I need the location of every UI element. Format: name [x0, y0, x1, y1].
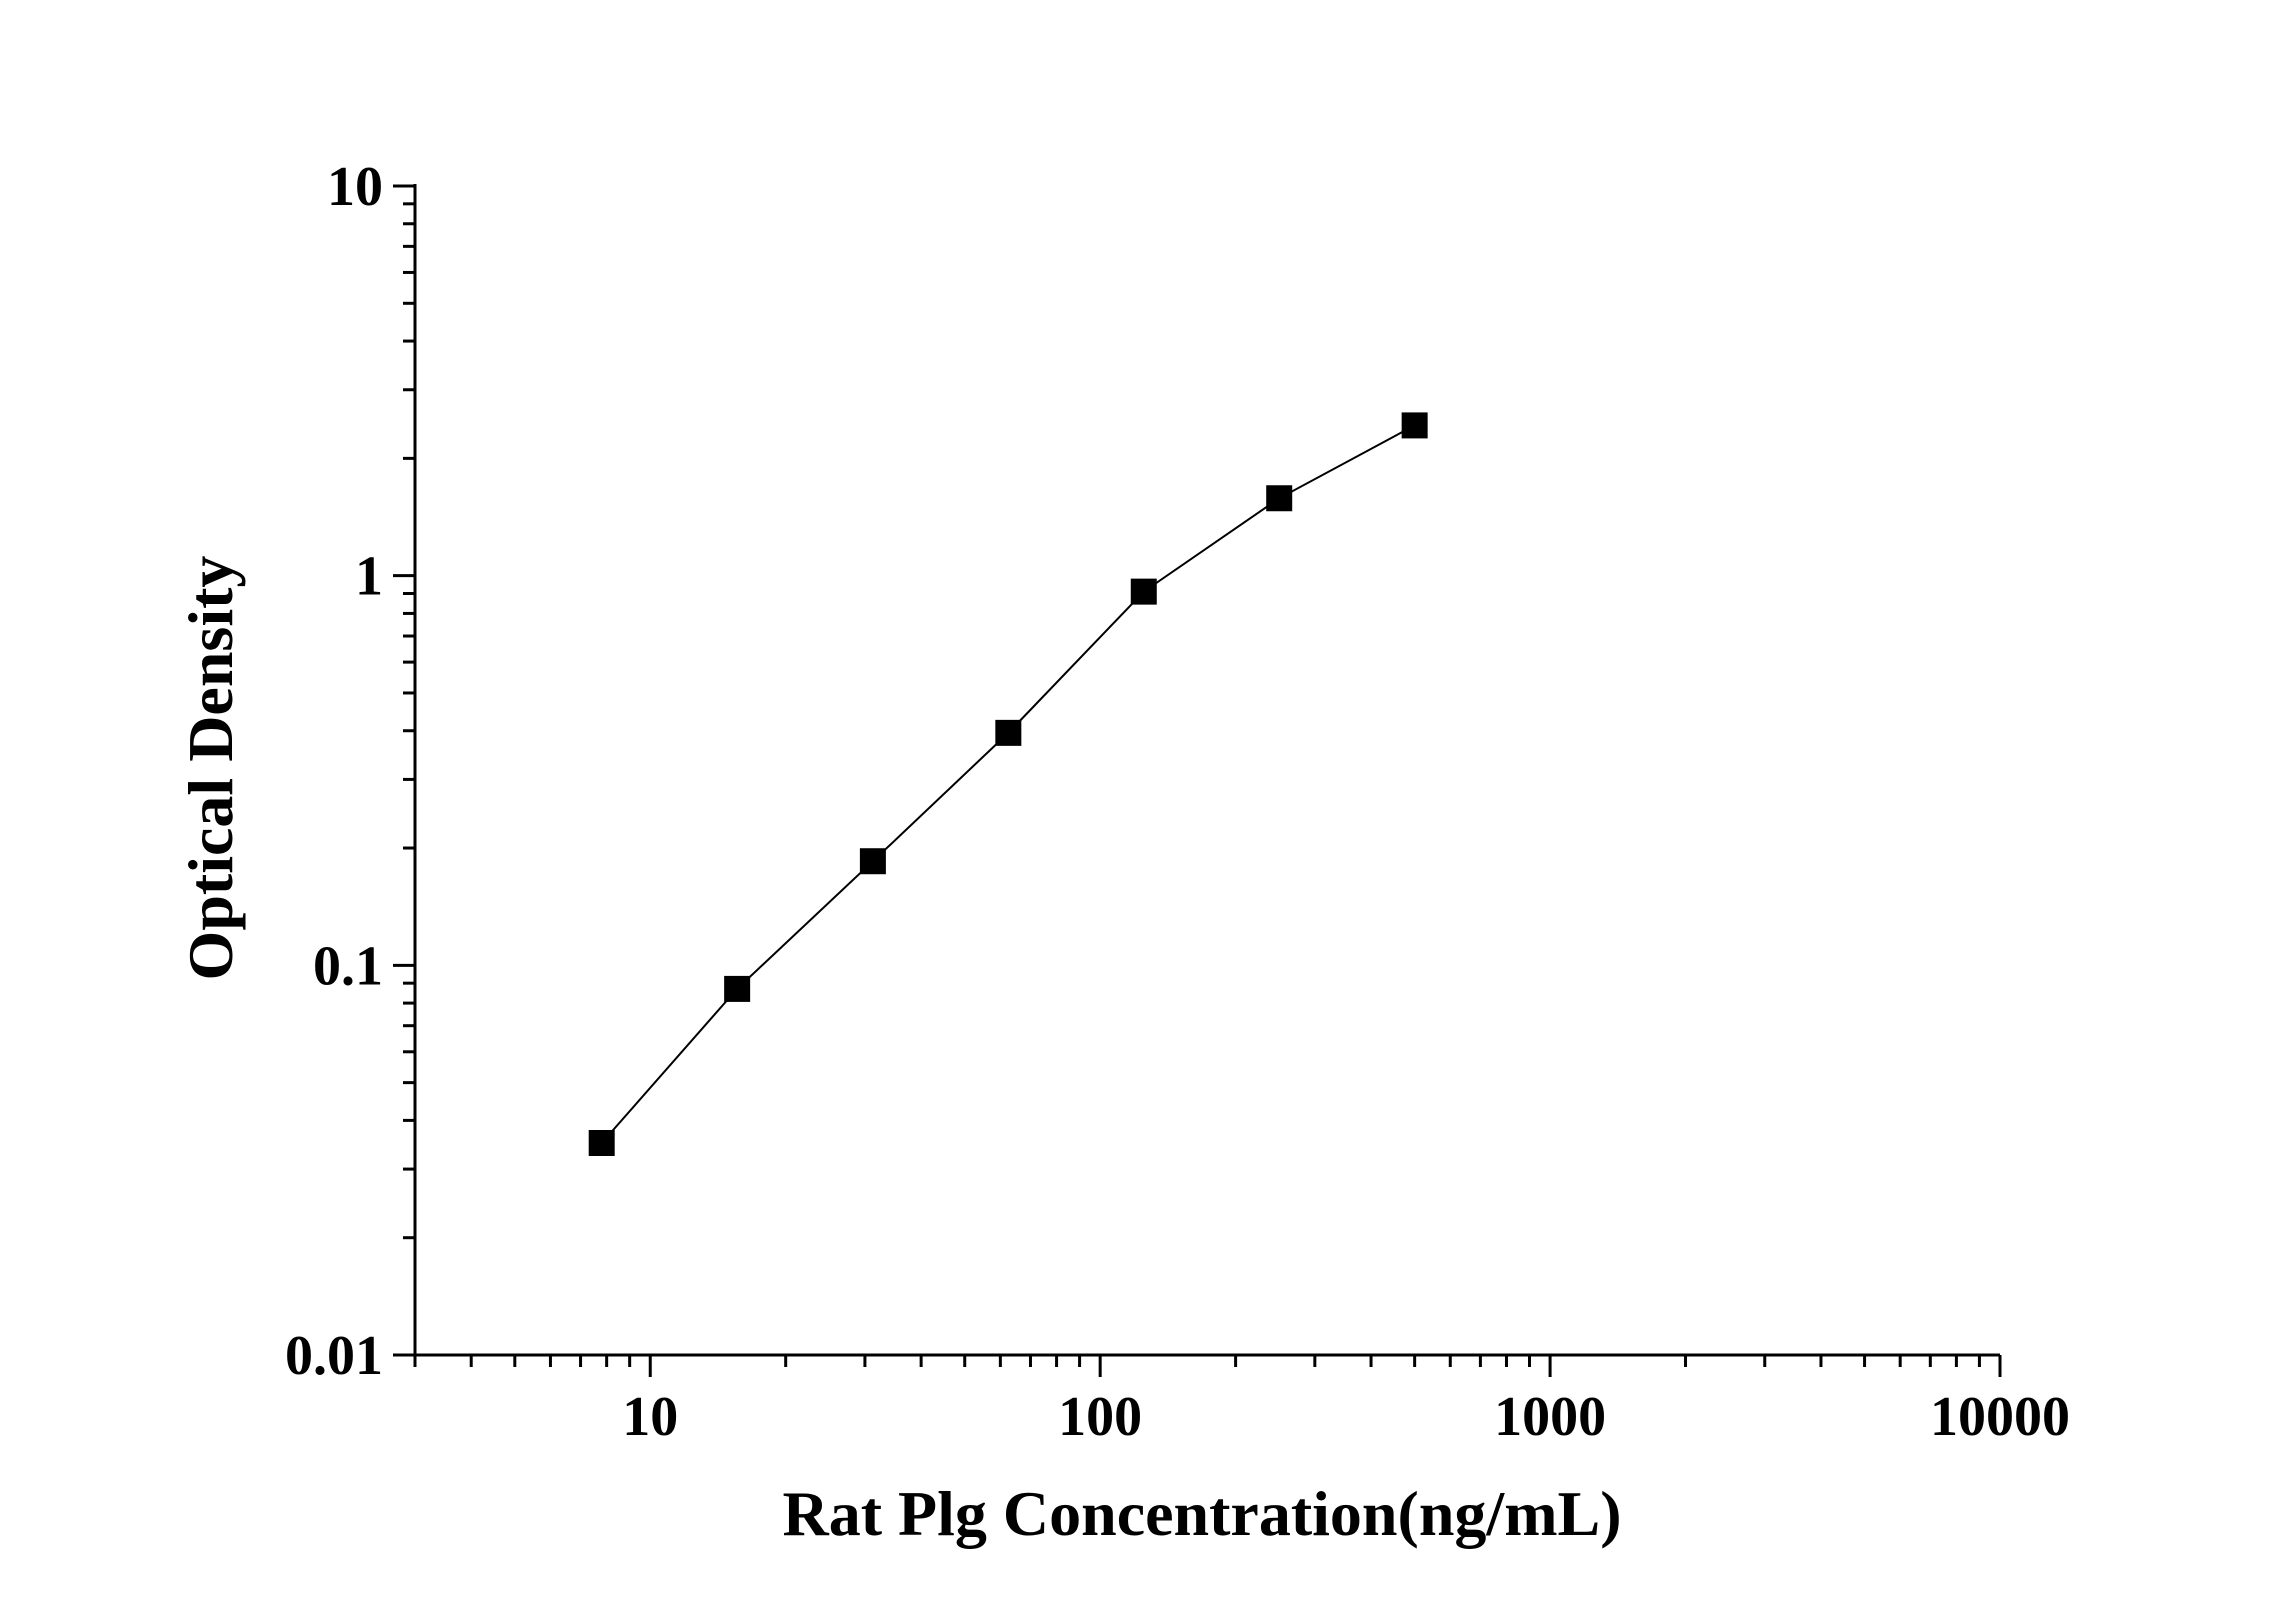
data-point: [588, 1129, 615, 1156]
y-tick-label: 0.1: [313, 935, 383, 997]
y-tick-label: 10: [327, 156, 383, 218]
y-tick-label: 1: [355, 546, 383, 608]
x-tick-label: 100: [1058, 1386, 1142, 1448]
series-line: [600, 424, 1416, 1144]
y-tick-label: 0.01: [285, 1325, 383, 1387]
x-axis-tick-labels: 10 100 1000 10000: [622, 1386, 2070, 1448]
series-layer: [588, 412, 1428, 1156]
x-axis-title: Rat Plg Concentration(ng/mL): [782, 1478, 1621, 1549]
data-point: [859, 848, 886, 875]
y-axis-ticks: [393, 184, 415, 1357]
data-point: [1266, 485, 1293, 512]
y-axis-tick-labels: 0.01 0.1 1 10: [285, 156, 383, 1387]
x-tick-label: 10000: [1930, 1386, 2070, 1448]
x-tick-label: 1000: [1494, 1386, 1606, 1448]
data-point: [724, 975, 751, 1002]
x-tick-label: 10: [622, 1386, 678, 1448]
y-axis-title: Optical Density: [175, 556, 246, 981]
data-point: [1130, 578, 1157, 605]
data-point: [1401, 412, 1428, 439]
data-point: [995, 719, 1022, 746]
x-axis-ticks: [413, 1355, 2002, 1377]
axes: [413, 184, 2000, 1357]
